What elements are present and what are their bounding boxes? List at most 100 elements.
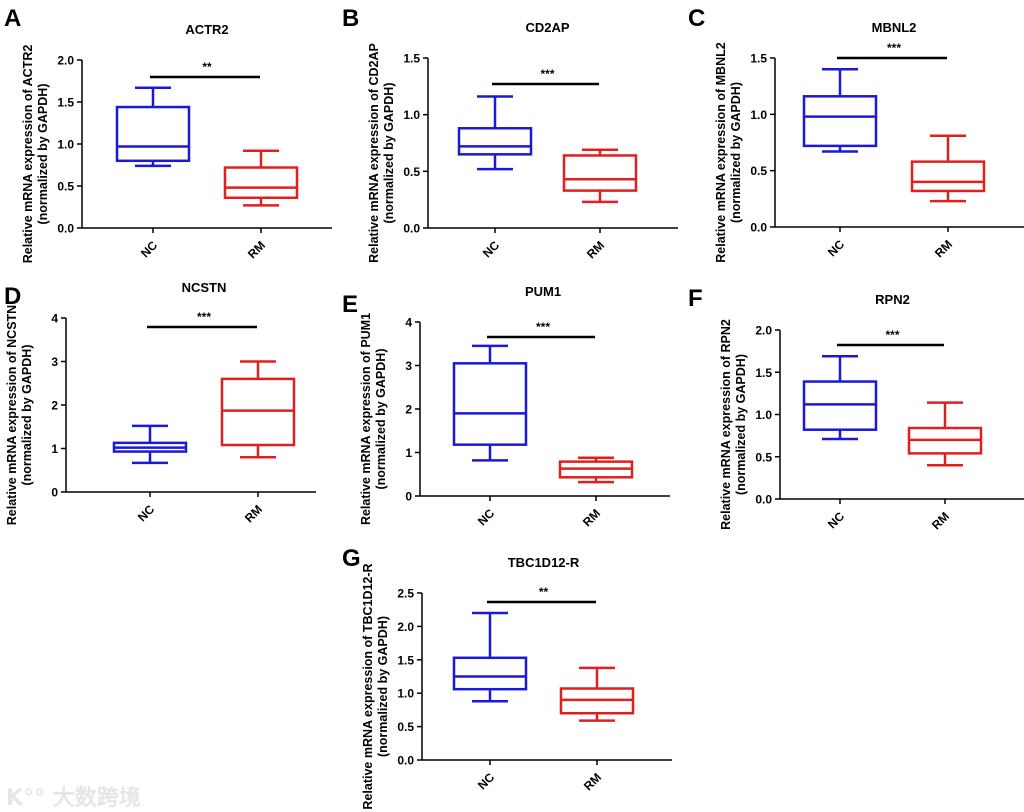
- x-tick-label: NC: [475, 770, 497, 792]
- chart-title: ACTR2: [185, 22, 228, 37]
- panel-a: A ACTR2 Relative mRNA expression of ACTR2(…: [4, 5, 332, 263]
- panel-g: G TBC1D12-R Relative mRNA expression of TB…: [342, 545, 672, 810]
- chart-title: CD2AP: [525, 20, 569, 35]
- iqr-box: [452, 656, 528, 691]
- y-tick-label: 1.0: [403, 108, 420, 122]
- y-tick-label: 1.5: [397, 653, 414, 667]
- panel-letter: E: [342, 291, 358, 318]
- iqr-box: [562, 154, 638, 192]
- y-tick-label: 0.0: [750, 221, 767, 235]
- y-axis-label: Relative mRNA expression of MBNL2(normal…: [714, 42, 743, 262]
- y-tick-label: 0.0: [755, 493, 772, 507]
- box-rm: [558, 456, 634, 484]
- panel-d: D NCSTN Relative mRNA expression of NCSTN(…: [4, 280, 316, 525]
- y-axis-label-line: Relative mRNA expression of NCSTN: [5, 305, 19, 525]
- x-tick-label: RM: [242, 502, 265, 525]
- significance-stars: ***: [536, 320, 550, 334]
- y-axis-label-line: (normalized by GAPDH): [36, 84, 50, 225]
- y-tick-label: 1.0: [755, 408, 772, 422]
- significance-stars: **: [539, 585, 549, 599]
- y-tick-label: 2.0: [755, 324, 772, 338]
- y-tick-label: 0.0: [403, 222, 420, 236]
- y-axis-label-line: (normalized by GAPDH): [734, 354, 748, 495]
- y-tick-label: 2.0: [397, 620, 414, 634]
- panel-letter: G: [342, 545, 361, 572]
- chart-title: RPN2: [875, 292, 910, 307]
- x-tick-label: NC: [135, 502, 157, 524]
- iqr-box: [220, 377, 296, 447]
- y-tick-label: 1.5: [403, 52, 420, 66]
- x-tick-label: RM: [932, 237, 955, 260]
- iqr-box: [452, 362, 528, 446]
- y-axis-label-line: (normalized by GAPDH): [376, 616, 390, 757]
- box-rm: [907, 401, 983, 467]
- box-nc: [112, 424, 188, 465]
- y-tick-label: 1.0: [57, 138, 74, 152]
- box-nc: [115, 86, 191, 168]
- x-tick-label: RM: [580, 506, 603, 529]
- box-nc: [452, 611, 528, 703]
- y-tick-label: 2.5: [397, 587, 414, 601]
- panel-letter: D: [4, 283, 21, 310]
- iqr-box: [457, 127, 533, 156]
- panel-e: E PUM1 Relative mRNA expression of PUM1(no…: [342, 284, 670, 529]
- x-tick-label: RM: [245, 238, 268, 261]
- y-tick-label: 0.0: [57, 222, 74, 236]
- significance-stars: ***: [887, 41, 901, 55]
- y-tick-label: 2: [51, 399, 58, 413]
- y-tick-label: 0: [405, 490, 412, 504]
- significance-stars: ***: [197, 310, 211, 324]
- x-tick-label: NC: [825, 509, 847, 531]
- y-axis-label-line: (normalized by GAPDH): [382, 83, 396, 224]
- y-axis-label-line: Relative mRNA expression of CD2AP: [367, 43, 381, 263]
- y-tick-label: 1.0: [750, 108, 767, 122]
- y-tick-label: 0: [51, 486, 58, 500]
- y-axis-label: Relative mRNA expression of PUM1(normali…: [359, 313, 388, 525]
- panel-f: F RPN2 Relative mRNA expression of RPN2(no…: [688, 285, 1024, 532]
- y-tick-label: 0.5: [397, 720, 414, 734]
- panel-letter: A: [4, 5, 21, 32]
- y-axis-label-line: (normalized by GAPDH): [729, 82, 743, 223]
- y-axis-label: Relative mRNA expression of NCSTN(normal…: [5, 305, 34, 525]
- box-nc: [802, 354, 878, 441]
- iqr-box: [223, 166, 299, 200]
- y-tick-label: 1.5: [750, 52, 767, 66]
- chart-title: NCSTN: [182, 280, 227, 295]
- y-axis-label-line: Relative mRNA expression of TBC1D12-R: [361, 563, 375, 809]
- y-tick-label: 4: [405, 316, 412, 330]
- y-tick-label: 0.0: [397, 754, 414, 768]
- y-tick-label: 2: [405, 403, 412, 417]
- y-tick-label: 0.5: [750, 164, 767, 178]
- x-tick-label: RM: [584, 238, 607, 261]
- box-rm: [220, 360, 296, 459]
- y-axis-label-line: (normalized by GAPDH): [374, 349, 388, 490]
- y-tick-label: 0.5: [403, 165, 420, 179]
- panel-letter: B: [342, 5, 359, 32]
- y-axis-label-line: Relative mRNA expression of PUM1: [359, 313, 373, 525]
- y-axis-label: Relative mRNA expression of CD2AP(normal…: [367, 43, 396, 263]
- significance-stars: **: [202, 60, 212, 74]
- box-rm: [910, 134, 986, 203]
- y-tick-label: 1: [405, 446, 412, 460]
- y-tick-label: 1.5: [57, 96, 74, 110]
- chart-title: TBC1D12-R: [508, 555, 580, 570]
- iqr-box: [802, 95, 878, 148]
- x-tick-label: NC: [825, 237, 847, 259]
- panel-c: C MBNL2 Relative mRNA expression of MBNL2(…: [688, 5, 1024, 263]
- y-axis-label: Relative mRNA expression of ACTR2(normal…: [21, 45, 50, 264]
- watermark: K°° 大数跨境: [6, 786, 141, 811]
- y-axis-label: Relative mRNA expression of TBC1D12-R(no…: [361, 563, 390, 809]
- y-axis-label: Relative mRNA expression of RPN2(normali…: [719, 319, 748, 530]
- x-tick-label: NC: [480, 238, 502, 260]
- box-rm: [559, 666, 635, 722]
- iqr-box: [910, 160, 986, 193]
- panel-letter: F: [688, 285, 703, 312]
- x-tick-label: RM: [581, 770, 604, 793]
- y-axis-label-line: Relative mRNA expression of ACTR2: [21, 45, 35, 264]
- box-nc: [802, 68, 878, 153]
- significance-stars: ***: [540, 67, 554, 81]
- box-nc: [457, 95, 533, 171]
- significance-stars: ***: [885, 328, 899, 342]
- iqr-box: [802, 380, 878, 431]
